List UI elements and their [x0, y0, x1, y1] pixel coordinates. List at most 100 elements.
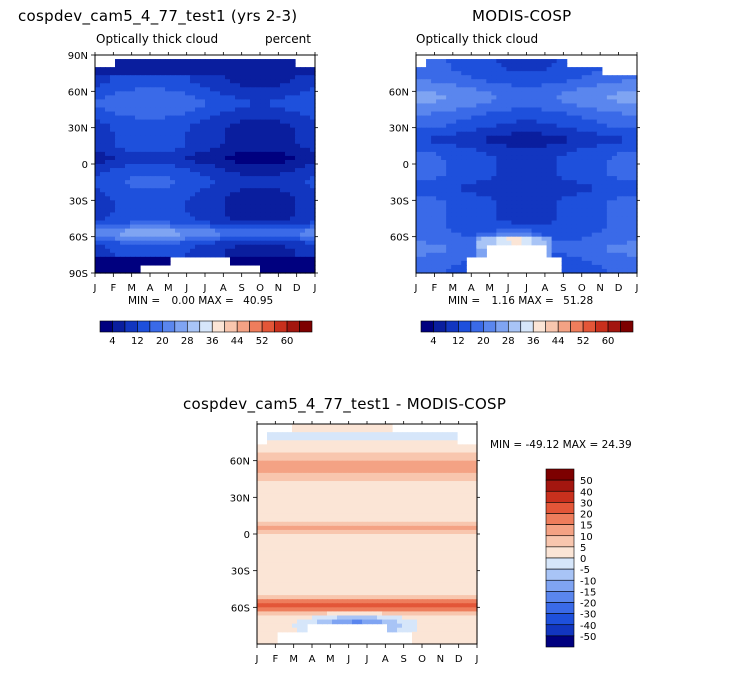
heatmap-cell [275, 232, 281, 238]
heatmap-cell [310, 123, 316, 129]
heatmap-cell [412, 436, 418, 441]
heatmap-cell [421, 155, 427, 161]
heatmap-cell [456, 159, 462, 165]
heatmap-cell [295, 172, 301, 177]
heatmap-cell [305, 260, 311, 266]
heatmap-cell [551, 192, 558, 197]
heatmap-cell [302, 424, 308, 429]
heatmap-cell [556, 143, 563, 149]
heatmap-cell [270, 59, 276, 64]
heatmap-cell [501, 135, 508, 141]
heatmap-cell [556, 184, 563, 189]
heatmap-cell [601, 224, 608, 230]
heatmap-cell [170, 63, 176, 68]
heatmap-cell [511, 204, 518, 210]
heatmap-cell [200, 151, 206, 157]
heatmap-cell [275, 71, 281, 76]
heatmap-cell [422, 460, 428, 466]
heatmap-cell [285, 95, 291, 101]
heatmap-cell [140, 159, 146, 165]
heatmap-cell [426, 147, 432, 153]
heatmap-cell [626, 268, 633, 274]
heatmap-cell [310, 228, 316, 234]
heatmap-cell [200, 115, 206, 121]
heatmap-cell [436, 127, 442, 133]
heatmap-cell [566, 71, 573, 76]
heatmap-cell [145, 244, 151, 250]
heatmap-cell [125, 208, 131, 214]
heatmap-cell [511, 139, 518, 145]
heatmap-cell [307, 452, 313, 458]
heatmap-cell [591, 139, 598, 145]
heatmap-cell [195, 83, 201, 88]
heatmap-cell [616, 123, 623, 129]
heatmap-cell [591, 256, 598, 262]
heatmap-cell [300, 264, 306, 270]
heatmap-cell [110, 135, 116, 141]
heatmap-cell [471, 228, 477, 234]
heatmap-cell [110, 123, 116, 129]
heatmap-cell [270, 103, 276, 109]
heatmap-cell [531, 184, 538, 189]
heatmap-cell [511, 236, 518, 242]
heatmap-cell [421, 264, 427, 270]
heatmap-cell [561, 59, 568, 64]
heatmap-cell [576, 240, 583, 246]
heatmap-cell [245, 188, 251, 193]
heatmap-cell [446, 268, 452, 274]
heatmap-cell [230, 91, 236, 96]
heatmap-cell [180, 159, 186, 165]
heatmap-cell [611, 200, 618, 205]
heatmap-cell [556, 216, 563, 222]
heatmap-cell [245, 208, 251, 214]
heatmap-cell [561, 204, 568, 210]
heatmap-cell [446, 135, 452, 141]
heatmap-cell [280, 143, 286, 149]
heatmap-cell [466, 63, 472, 68]
heatmap-cell [541, 111, 548, 117]
heatmap-cell [561, 131, 568, 137]
heatmap-cell [526, 135, 533, 141]
heatmap-cell [295, 232, 301, 238]
heatmap-cell [332, 444, 338, 450]
heatmap-cell [195, 103, 201, 109]
heatmap-cell [245, 240, 251, 246]
heatmap-cell [421, 224, 427, 230]
heatmap-cell [347, 464, 353, 470]
heatmap-cell [501, 236, 508, 242]
heatmap-cell [175, 131, 181, 137]
heatmap-cell [170, 224, 176, 230]
heatmap-cell [95, 260, 101, 266]
heatmap-cell [556, 240, 563, 246]
heatmap-cell [245, 172, 251, 177]
heatmap-cell [516, 164, 523, 169]
heatmap-cell [591, 119, 598, 125]
heatmap-cell [185, 123, 191, 129]
heatmap-cell [516, 131, 523, 137]
heatmap-cell [556, 176, 563, 181]
heatmap-cell [287, 452, 293, 458]
heatmap-cell [426, 139, 432, 145]
heatmap-cell [277, 468, 283, 474]
heatmap-cell [431, 147, 437, 153]
heatmap-cell [431, 131, 437, 137]
heatmap-cell [282, 452, 288, 458]
heatmap-cell [596, 67, 603, 72]
heatmap-cell [566, 196, 573, 201]
heatmap-cell [481, 147, 487, 153]
heatmap-cell [601, 216, 608, 222]
heatmap-cell [185, 147, 191, 153]
heatmap-cell [110, 99, 116, 105]
heatmap-cell [250, 79, 256, 84]
heatmap-cell [416, 232, 422, 238]
heatmap-cell [491, 192, 497, 197]
heatmap-cell [230, 212, 236, 218]
heatmap-cell [190, 63, 196, 68]
heatmap-cell [631, 252, 638, 258]
heatmap-cell [130, 91, 136, 96]
heatmap-cell [566, 151, 573, 157]
heatmap-cell [576, 99, 583, 105]
heatmap-cell [546, 184, 553, 189]
heatmap-cell [616, 83, 623, 88]
heatmap-cell [382, 464, 388, 470]
